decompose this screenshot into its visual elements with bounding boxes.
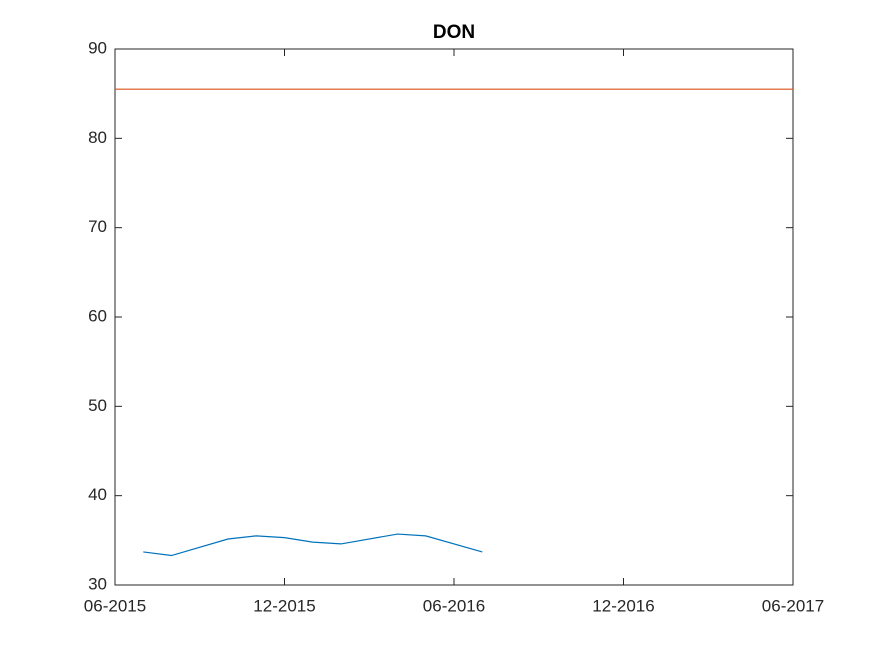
y-tick-label: 30 — [88, 574, 107, 593]
x-tick-label: 06-2017 — [762, 596, 824, 615]
y-tick-label: 70 — [88, 217, 107, 236]
x-tick-label: 06-2016 — [423, 596, 485, 615]
y-tick-label: 40 — [88, 485, 107, 504]
data-line — [143, 533, 483, 557]
y-tick-label: 80 — [88, 128, 107, 147]
y-tick-label: 90 — [88, 38, 107, 57]
y-tick-label: 60 — [88, 306, 107, 325]
x-tick-label: 12-2015 — [253, 596, 315, 615]
x-tick-label: 12-2016 — [592, 596, 654, 615]
y-tick-label: 50 — [88, 396, 107, 415]
x-tick-label: 06-2015 — [84, 596, 146, 615]
chart-title: DON — [433, 22, 475, 43]
